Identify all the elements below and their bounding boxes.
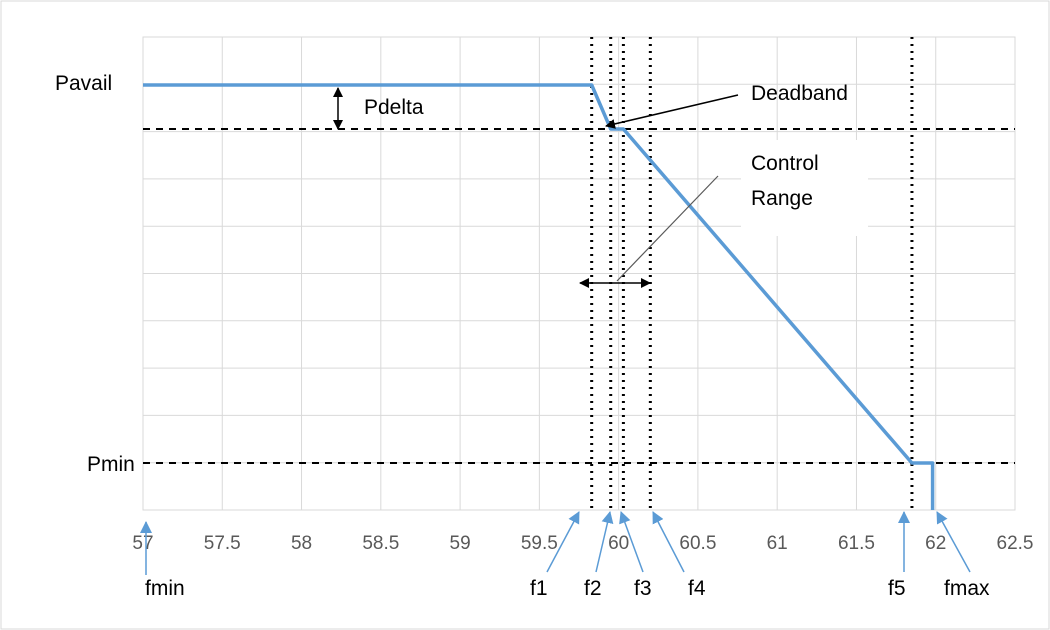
- series-line: [143, 83, 935, 510]
- x-tick-label: 58.5: [362, 533, 399, 554]
- f5-label: f5: [888, 577, 906, 600]
- fmax-pointer: [936, 511, 971, 573]
- gridlines: [142, 36, 1016, 511]
- fmax-label: fmax: [944, 577, 990, 600]
- pdelta-label: Pdelta: [364, 96, 424, 119]
- f1-label: f1: [530, 577, 548, 600]
- pavail-label: Pavail: [55, 72, 112, 95]
- control-range-pointer: [616, 175, 719, 282]
- f3-pointer: [619, 511, 644, 573]
- x-tick-label: 60: [608, 533, 629, 554]
- x-tick-label: 60.5: [679, 533, 716, 554]
- deadband-label: Deadband: [751, 82, 848, 105]
- x-tick-label: 57: [132, 533, 153, 554]
- control-range-label-line2: Range: [751, 187, 813, 210]
- f4-label: f4: [688, 577, 706, 600]
- control-range-label-line1: Control: [751, 152, 819, 175]
- fmin-label: fmin: [145, 577, 185, 600]
- f2-pointer: [595, 511, 614, 573]
- x-tick-label: 58: [291, 533, 312, 554]
- x-tick-label: 59: [450, 533, 471, 554]
- frequency-markers: fmin f1 f2 f3 f4 f5 fmax: [140, 511, 990, 600]
- x-tick-label: 62.5: [997, 533, 1034, 554]
- x-tick-label: 61.5: [838, 533, 875, 554]
- control-range-label-bg: [741, 140, 868, 236]
- x-tick-labels: 57 57.5 58 58.5 59 59.5 60 60.5 61 61.5 62 62.5: [132, 533, 1033, 554]
- x-tick-label: 57.5: [204, 533, 241, 554]
- x-tick-label: 61: [767, 533, 788, 554]
- f3-label: f3: [634, 577, 652, 600]
- pmin-label: Pmin: [87, 453, 135, 476]
- deadband-pointer: [605, 94, 739, 129]
- x-tick-label: 62: [925, 533, 946, 554]
- f1-pointer: [546, 511, 580, 573]
- f2-label: f2: [584, 577, 602, 600]
- f4-pointer: [652, 511, 685, 573]
- x-tick-label: 59.5: [521, 533, 558, 554]
